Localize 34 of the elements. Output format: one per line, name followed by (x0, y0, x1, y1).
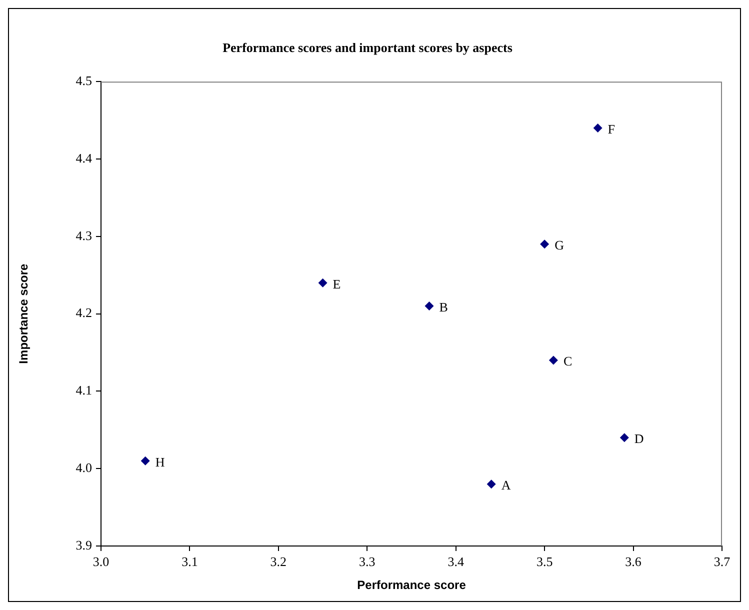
x-tick-label: 3.6 (625, 554, 642, 570)
annotation: F (608, 121, 616, 136)
x-tick-label: 3.5 (536, 554, 553, 570)
point (424, 302, 434, 311)
chart-title: Performance scores and important scores by aspects (222, 40, 512, 56)
y-tick-label: 4.3 (76, 228, 92, 243)
point (593, 124, 602, 133)
y-tick-label: 4.2 (76, 305, 92, 320)
y-tick-label: 4.5 (76, 73, 92, 88)
y-tick-label: 4.4 (76, 150, 92, 166)
x-tick-label: 3.7 (714, 554, 731, 570)
point (620, 433, 629, 442)
point (548, 356, 558, 365)
annotation: D (634, 431, 644, 446)
x-tick-label: 3.1 (182, 554, 198, 570)
y-tick-label: 4.0 (76, 460, 92, 476)
x-tick-label: 3.3 (359, 554, 376, 570)
annotation: H (155, 454, 165, 470)
point (540, 240, 550, 249)
x-tick-label: 3.0 (92, 554, 110, 570)
y-tick-label: 4.1 (76, 382, 92, 398)
point (318, 278, 328, 288)
annotation: A (501, 478, 512, 492)
x-axis-title: Performance score (357, 578, 466, 592)
y-axis-title: Importance score (16, 263, 31, 364)
point (486, 480, 496, 489)
annotation: G (554, 238, 564, 253)
x-tick-label: 3.2 (270, 554, 287, 570)
x-tick-label: 3.4 (448, 554, 464, 570)
y-tick-label: 3.9 (76, 537, 92, 552)
annotation: E (332, 276, 341, 292)
annotation: C (563, 354, 572, 369)
annotation: B (439, 299, 448, 314)
point (140, 456, 150, 466)
